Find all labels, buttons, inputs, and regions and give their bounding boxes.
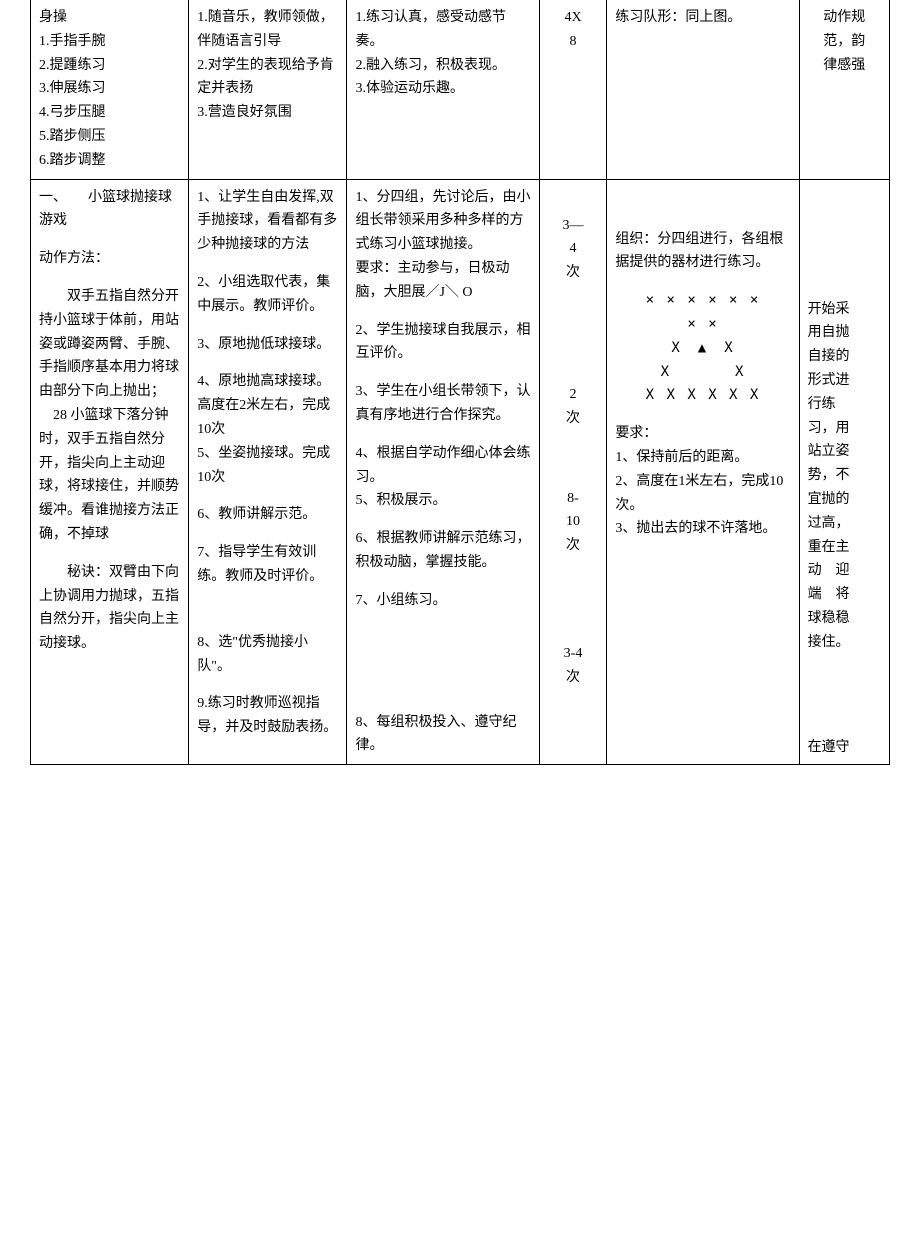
text: 5、积极展示。: [355, 489, 530, 513]
cell-activity: 身操 1.手指手腕 2.提踵练习 3.伸展练习 4.弓步压腿 5.踏步侧压 6.…: [31, 0, 189, 179]
text: 3—: [548, 214, 599, 238]
text: 3.体验运动乐趣。: [355, 77, 530, 101]
cell-student: 1.练习认真，感受动感节奏。 2.融入练习，积极表现。 3.体验运动乐趣。: [347, 0, 539, 179]
cell-teacher: 1.随音乐，教师领做，伴随语言引导 2.对学生的表现给予肯定并表扬 3.营造良好…: [189, 0, 347, 179]
text: 练习队形：同上图。: [615, 6, 790, 30]
cell-notes: 开始采 用自抛 自接的 形式进 行练 习，用 站立姿 势，不 宜抛的 过高， 重…: [799, 179, 889, 765]
text: 重在主: [808, 536, 881, 560]
text: 次: [548, 407, 599, 431]
text: 2、学生抛接球自我展示，相互评价。: [355, 319, 530, 367]
heading: 一、 小篮球抛接球游戏: [39, 186, 180, 234]
text: 8: [548, 30, 599, 54]
text: 身操: [39, 6, 180, 30]
text: 1.手指手腕: [39, 30, 180, 54]
text: 在遵守: [808, 736, 850, 760]
text: 2.融入练习，积极表现。: [355, 54, 530, 78]
text: 3.伸展练习: [39, 77, 180, 101]
cell-formation: 练习队形：同上图。: [607, 0, 799, 179]
cell-reps: 4X 8: [539, 0, 607, 179]
subheading: 动作方法：: [39, 247, 180, 271]
diagram-row: X X X X X X: [615, 384, 790, 408]
text: 1.随音乐，教师领做，伴随语言引导: [197, 6, 338, 54]
text: 2: [548, 383, 599, 407]
text: 8-: [548, 487, 599, 511]
text: 次: [548, 534, 599, 558]
text: 4、根据自学动作细心体会练习。: [355, 442, 530, 490]
text: 2、小组选取代表，集中展示。教师评价。: [197, 271, 338, 319]
text: 习，用: [808, 417, 881, 441]
document-page: 身操 1.手指手腕 2.提踵练习 3.伸展练习 4.弓步压腿 5.踏步侧压 6.…: [0, 0, 920, 795]
text: 范，韵: [808, 30, 881, 54]
text: 要求：主动参与，日极动脑，大胆展／J＼ O: [355, 257, 530, 305]
text: 次: [548, 666, 599, 690]
text: 5.踏步侧压: [39, 125, 180, 149]
text: 动作规: [808, 6, 881, 30]
cell-teacher: 1、让学生自由发挥,双手抛接球，看看都有多少种抛接球的方法 2、小组选取代表，集…: [189, 179, 347, 765]
text: 4、原地抛高球接球。: [197, 370, 338, 394]
text: 形式进: [808, 369, 881, 393]
text: 组织：分四组进行，各组根据提供的器材进行练习。: [615, 228, 790, 276]
text: 站立姿: [808, 440, 881, 464]
text: 高度在2米左右，完成10次: [197, 394, 338, 442]
text: 3、原地抛低球接球。: [197, 333, 338, 357]
text: 6.踏步调整: [39, 149, 180, 173]
text: 动 迎: [808, 559, 881, 583]
text: 3、抛出去的球不许落地。: [615, 517, 790, 541]
text: 宜抛的: [808, 488, 881, 512]
text: 4X: [548, 6, 599, 30]
text: 过高，: [808, 512, 881, 536]
cell-formation: 组织：分四组进行，各组根据提供的器材进行练习。 × × × × × × × × …: [607, 179, 799, 765]
paragraph: 秘诀：双臂由下向上协调用力抛球，五指自然分开，指尖向上主动接球。: [39, 561, 180, 656]
text: 4: [548, 237, 599, 261]
text: 7、指导学生有效训练。教师及时评价。: [197, 541, 338, 589]
text: 8、每组积极投入、遵守纪律。: [355, 711, 530, 759]
text: 10: [548, 510, 599, 534]
text: 行练: [808, 393, 881, 417]
cell-notes: 动作规 范，韵 律感强: [799, 0, 889, 179]
text: 次: [548, 261, 599, 285]
text: 4.弓步压腿: [39, 101, 180, 125]
table-row: 一、 小篮球抛接球游戏 动作方法： 双手五指自然分开持小篮球于体前，用站姿或蹲姿…: [31, 179, 890, 765]
diagram-row: × ×: [615, 313, 790, 337]
cell-student: 1、分四组，先讨论后，由小组长带领采用多种多样的方式练习小篮球抛接。 要求：主动…: [347, 179, 539, 765]
text: 2.提踵练习: [39, 54, 180, 78]
text: 6、根据教师讲解示范练习，积极动脑，掌握技能。: [355, 527, 530, 575]
text: 球稳稳: [808, 607, 881, 631]
text: 1、让学生自由发挥,双手抛接球，看看都有多少种抛接球的方法: [197, 186, 338, 257]
text: 接住。: [808, 631, 881, 655]
text: 自接的: [808, 345, 881, 369]
cell-activity: 一、 小篮球抛接球游戏 动作方法： 双手五指自然分开持小篮球于体前，用站姿或蹲姿…: [31, 179, 189, 765]
text: 开始采: [808, 298, 881, 322]
text: 端 将: [808, 583, 881, 607]
text: 2.对学生的表现给予肯定并表扬: [197, 54, 338, 102]
text: 3-4: [548, 642, 599, 666]
text: 1、分四组，先讨论后，由小组长带领采用多种多样的方式练习小篮球抛接。: [355, 186, 530, 257]
cell-reps: 3— 4 次 2 次 8- 10 次 3-4 次: [539, 179, 607, 765]
diagram-row: X ▲ X: [615, 337, 790, 361]
text: 3.营造良好氛围: [197, 101, 338, 125]
formation-diagram: × × × × × × × × X ▲ X X X X X X X X X: [615, 289, 790, 408]
text: 势，不: [808, 464, 881, 488]
text: 9.练习时教师巡视指导，并及时鼓励表扬。: [197, 692, 338, 740]
text: 1、保持前后的距离。: [615, 446, 790, 470]
lesson-plan-table: 身操 1.手指手腕 2.提踵练习 3.伸展练习 4.弓步压腿 5.踏步侧压 6.…: [30, 0, 890, 765]
text: 1.练习认真，感受动感节奏。: [355, 6, 530, 54]
paragraph: 双手五指自然分开持小篮球于体前，用站姿或蹲姿两臂、手腕、手指顺序基本用力将球由部…: [39, 285, 180, 404]
text: 8、选"优秀抛接小队"。: [197, 631, 338, 679]
text: 要求：: [615, 422, 790, 446]
text: 律感强: [808, 54, 881, 78]
text: 5、坐姿抛接球。完成10次: [197, 442, 338, 490]
text: 小篮球下落分钟时，双手五指自然分开，指尖向上主动迎球，将球接住，并顺势缓冲。看谁…: [39, 408, 179, 542]
text: 28: [39, 408, 67, 423]
text: 3、学生在小组长带领下，认真有序地进行合作探究。: [355, 380, 530, 428]
text: 用自抛: [808, 321, 881, 345]
diagram-row: × × × × × ×: [615, 289, 790, 313]
diagram-row: X X: [615, 361, 790, 385]
text: 6、教师讲解示范。: [197, 503, 338, 527]
label: 28 小篮球下落分钟时，双手五指自然分开，指尖向上主动迎球，将球接住，并顺势缓冲…: [39, 404, 180, 547]
text: 7、小组练习。: [355, 589, 530, 613]
table-row: 身操 1.手指手腕 2.提踵练习 3.伸展练习 4.弓步压腿 5.踏步侧压 6.…: [31, 0, 890, 179]
text: 2、高度在1米左右，完成10次。: [615, 470, 790, 518]
